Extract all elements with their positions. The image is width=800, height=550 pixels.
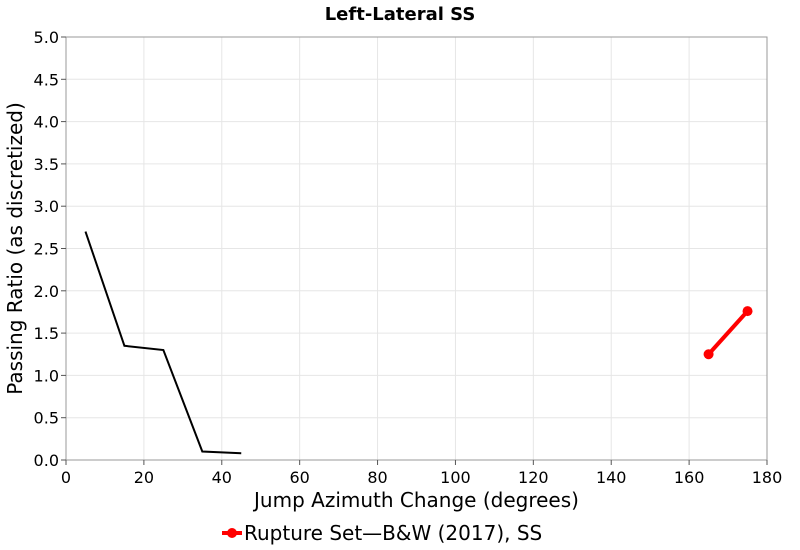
y-tick-label: 4.0 [34,113,59,132]
y-tick-label: 3.0 [34,197,59,216]
y-tick-label: 4.5 [34,70,59,89]
series-line-1 [707,309,750,356]
y-tick-label: 2.5 [34,240,59,259]
legend-swatch-marker [227,528,237,538]
grid [65,36,768,461]
y-tick-label: 0.0 [34,451,59,470]
series-group [84,231,753,455]
y-tick-label: 2.0 [34,282,59,301]
x-tick-label: 160 [674,468,705,487]
legend-label: Rupture Set—B&W (2017), SS [244,521,542,545]
x-tick-label: 120 [518,468,549,487]
x-tick-label: 140 [596,468,627,487]
x-axis-label: Jump Azimuth Change (degrees) [252,488,579,512]
legend: Rupture Set—B&W (2017), SS [222,521,542,545]
x-tick-label: 20 [134,468,154,487]
axes: 0 20 40 60 80 100 120 140 160 180 0.0 0.5 1.0 1.5 2.0 2… [34,28,783,487]
x-tick-label: 100 [440,468,471,487]
y-tick-label: 5.0 [34,28,59,47]
series-point-1 [703,349,714,360]
x-tick-label: 0 [61,468,71,487]
y-tick-label: 1.5 [34,324,59,343]
x-tick-label: 80 [367,468,387,487]
x-tick-label: 180 [752,468,783,487]
chart-title: Left-Lateral SS [325,4,476,25]
x-tick-label: 60 [289,468,309,487]
y-tick-label: 3.5 [34,155,59,174]
y-tick-label: 1.0 [34,366,59,385]
y-axis-label: Passing Ratio (as discretized) [3,102,27,395]
x-tick-label: 40 [212,468,232,487]
series-line-0 [84,231,242,455]
series-point-1 [742,306,753,317]
y-tick-label: 0.5 [34,409,59,428]
